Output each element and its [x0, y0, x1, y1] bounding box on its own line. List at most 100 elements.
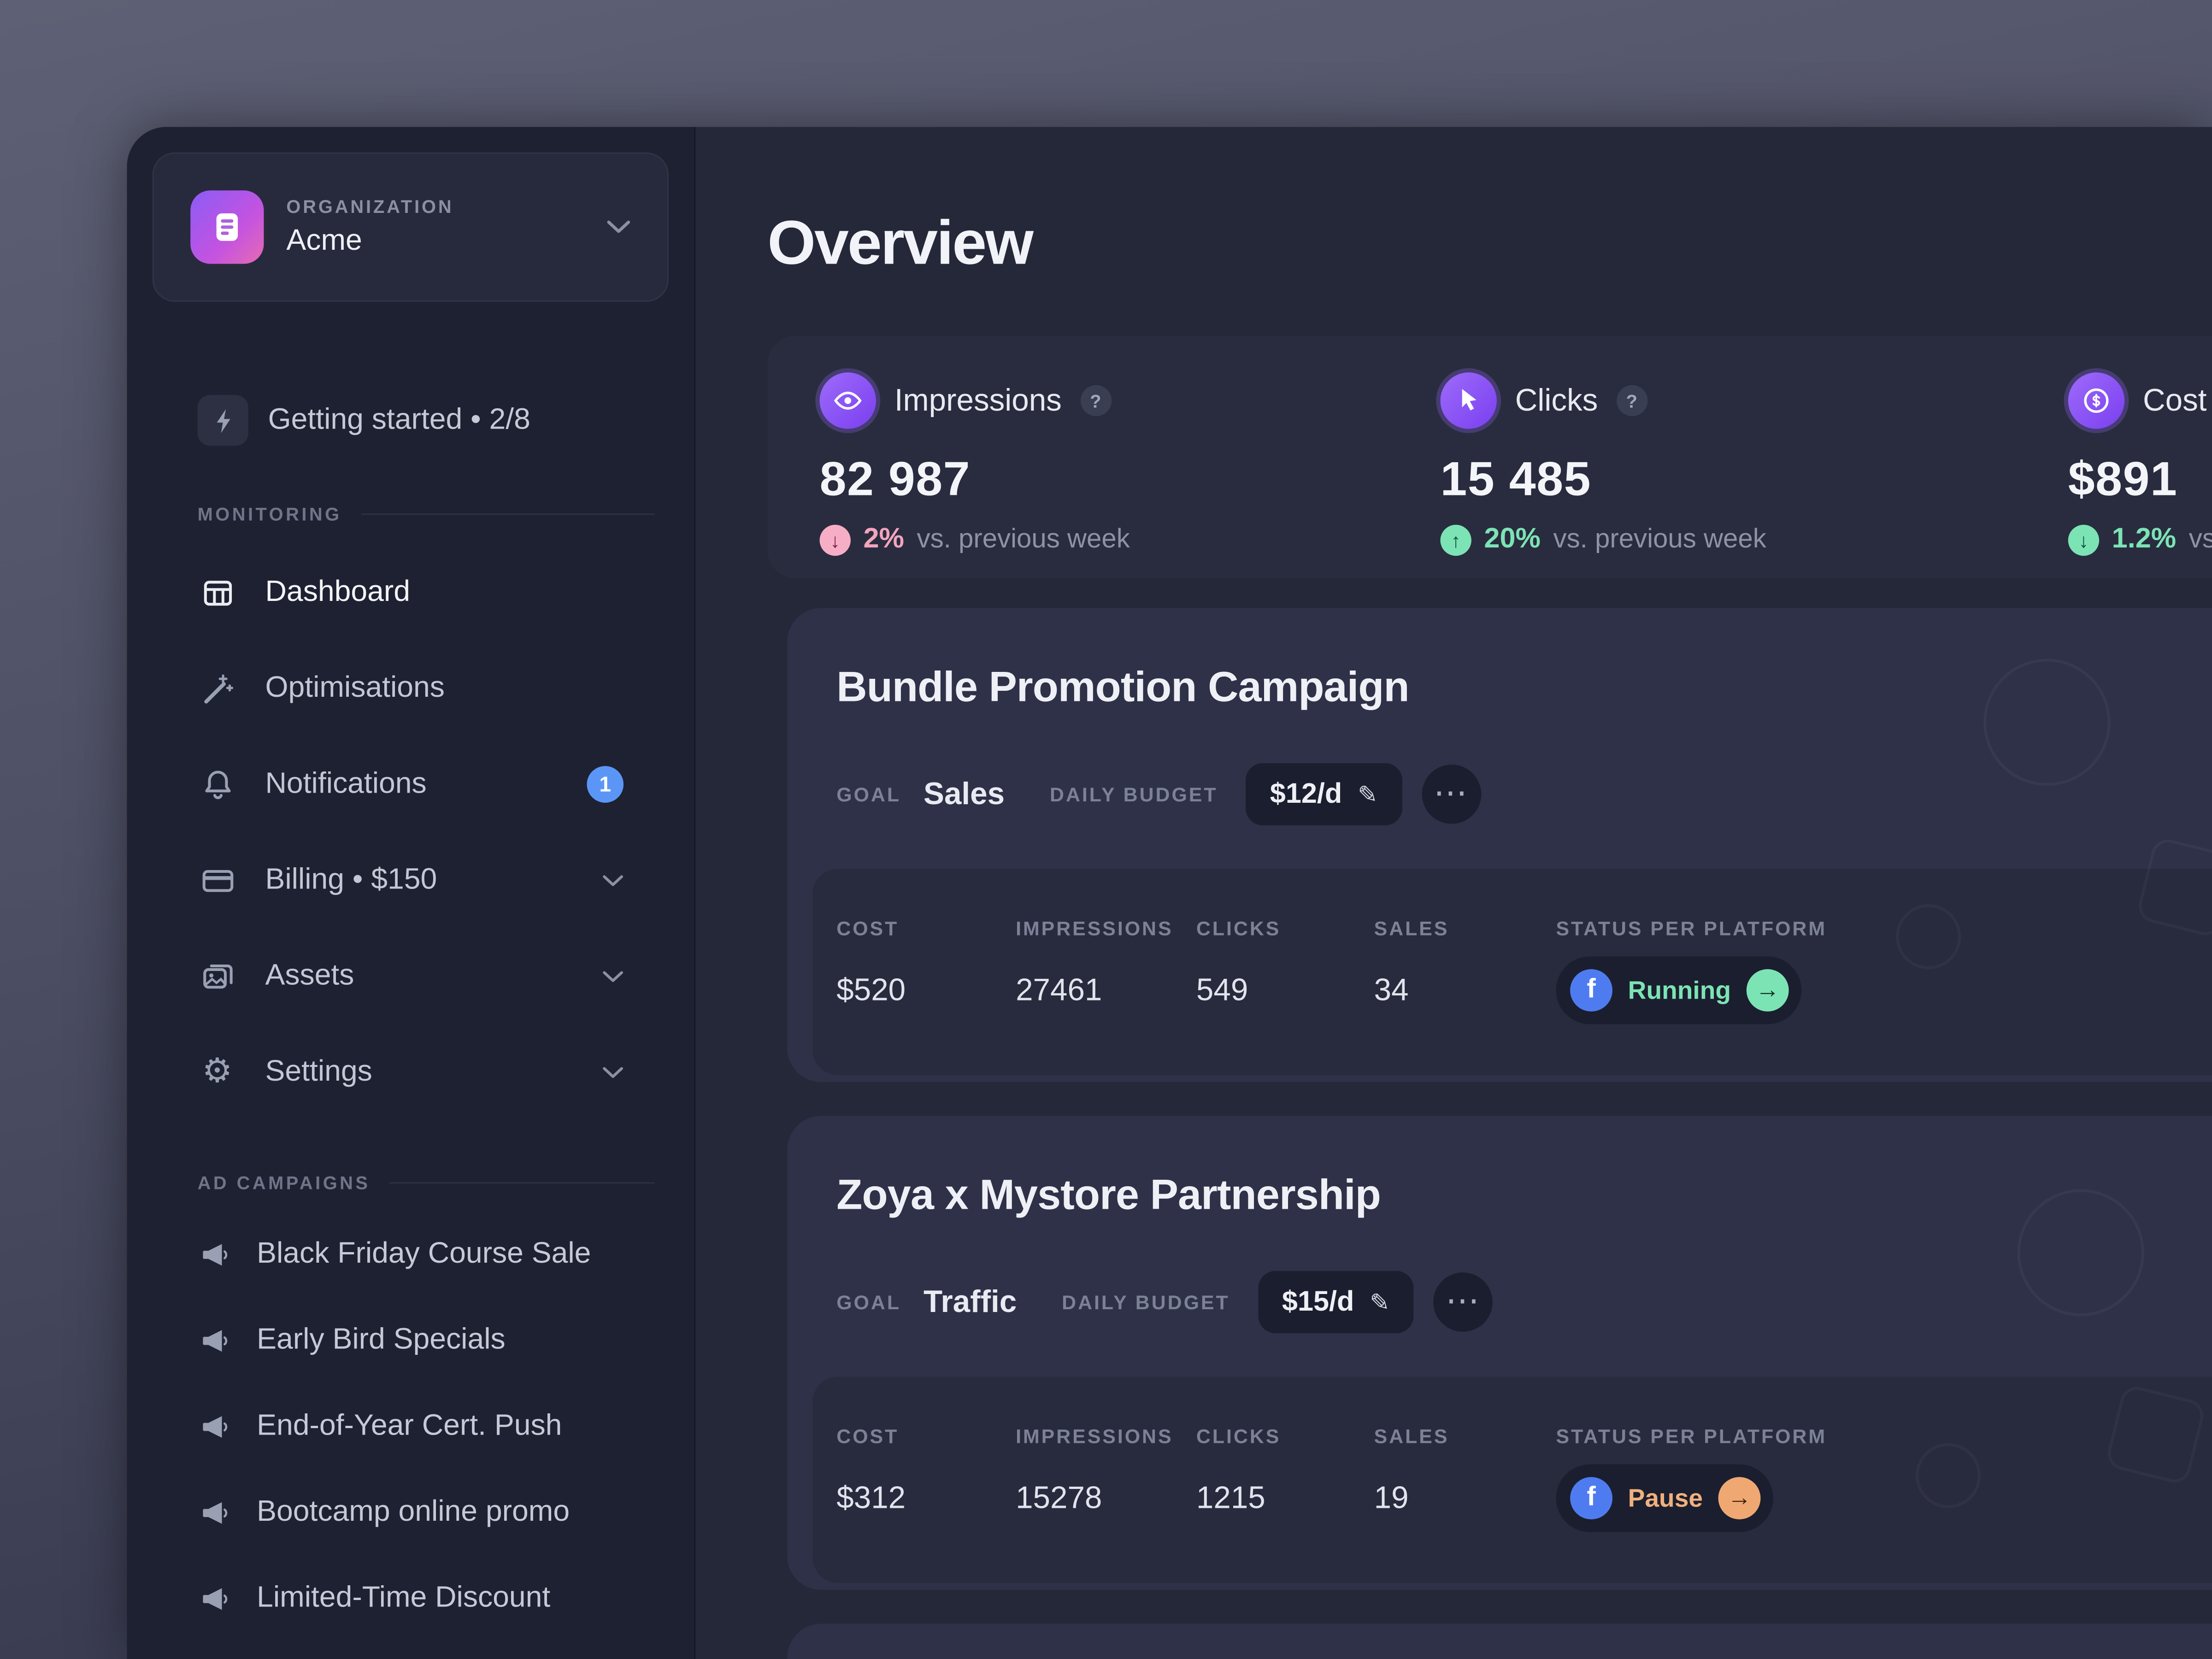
sidebar-item-getting-started[interactable]: Getting started • 2/8 — [127, 389, 694, 452]
arrow-down-circle-icon: ↓ — [819, 524, 851, 555]
sidebar-campaign-early-bird[interactable]: Early Bird Specials — [127, 1312, 694, 1368]
organization-logo — [190, 190, 264, 264]
clicks-value: 549 — [1196, 972, 1248, 1007]
credit-card-icon — [198, 863, 237, 898]
sidebar-item-dashboard[interactable]: Dashboard — [127, 559, 694, 626]
goal-value: Traffic — [924, 1283, 1017, 1319]
stat-impressions: Impressions ? 82 987 ↓ 2% vs. previous w… — [819, 372, 1130, 556]
sidebar-item-label: Dashboard — [265, 575, 411, 608]
campaign-card-zoya-mystore: Zoya x Mystore Partnership GOAL Traffic … — [787, 1116, 2212, 1590]
organization-switcher[interactable]: ORGANIZATION Acme — [152, 152, 669, 302]
clicks-label: CLICKS — [1196, 1424, 1281, 1447]
chevron-down-icon — [602, 970, 624, 983]
chevron-down-icon — [606, 220, 630, 235]
organization-text: ORGANIZATION Acme — [286, 196, 606, 259]
arrow-right-icon: → — [1718, 1477, 1761, 1519]
more-options-button[interactable]: ⋯ — [1433, 1272, 1493, 1332]
chevron-down-icon — [602, 1066, 624, 1079]
help-icon[interactable]: ? — [1080, 385, 1112, 417]
daily-budget-label: DAILY BUDGET — [1062, 1291, 1230, 1313]
page-title: Overview — [767, 209, 1034, 278]
sidebar-item-billing[interactable]: Billing • $150 — [127, 847, 694, 914]
sidebar-campaign-limited-time[interactable]: Limited-Time Discount — [127, 1570, 694, 1626]
campaign-label: Limited-Time Discount — [257, 1581, 551, 1614]
campaign-label: Bootcamp online promo — [257, 1495, 570, 1528]
sidebar-campaign-black-friday[interactable]: Black Friday Course Sale — [127, 1226, 694, 1282]
platform-status-button[interactable]: f Pause → — [1556, 1464, 1774, 1532]
ellipsis-icon: ⋯ — [1433, 774, 1469, 813]
stat-label: Clicks — [1515, 382, 1598, 418]
sidebar-item-label: Optimisations — [265, 671, 445, 704]
stat-delta: ↑ 20% vs. previous week — [1440, 523, 1766, 556]
more-options-button[interactable]: ⋯ — [1421, 765, 1481, 824]
ad-campaigns-section-header: AD CAMPAIGNS — [198, 1171, 655, 1194]
sales-label: SALES — [1374, 1424, 1449, 1447]
sales-value: 19 — [1374, 1480, 1409, 1515]
sidebar-item-label: Settings — [265, 1055, 372, 1088]
document-glyph-icon — [216, 213, 238, 241]
stat-value: 15 485 — [1440, 453, 1592, 506]
campaign-label: Black Friday Course Sale — [257, 1237, 591, 1270]
megaphone-icon — [194, 1582, 234, 1614]
app-window: ORGANIZATION Acme Getting started • 2/8 … — [127, 127, 2212, 1659]
stat-cost: Cost ? $891 ↓ 1.2% vs — [2068, 372, 2212, 556]
main-content: Overview Impressions ? 82 987 ↓ 2% — [695, 127, 2212, 1659]
impressions-value: 15278 — [1016, 1480, 1102, 1515]
stat-delta: ↓ 1.2% vs — [2068, 524, 2212, 556]
delta-suffix: vs. previous week — [1553, 524, 1766, 554]
delta-suffix: vs — [2188, 524, 2212, 554]
sidebar-campaign-bootcamp[interactable]: Bootcamp online promo — [127, 1484, 694, 1540]
status-value: Running — [1628, 975, 1731, 1004]
daily-budget-button[interactable]: $15/d ✎ — [1258, 1271, 1414, 1333]
gear-icon: ⚙ — [202, 1052, 233, 1091]
cost-value: $520 — [836, 972, 906, 1007]
status-value: Pause — [1628, 1483, 1703, 1512]
daily-budget-button[interactable]: $12/d ✎ — [1246, 763, 1402, 825]
campaign-stats-panel: COST $520 IMPRESSIONS 27461 CLICKS 549 S… — [812, 869, 2212, 1075]
megaphone-icon — [194, 1496, 234, 1528]
goal-label: GOAL — [836, 782, 901, 806]
budget-value: $15/d — [1282, 1286, 1354, 1317]
eye-icon — [819, 372, 877, 429]
clicks-label: CLICKS — [1196, 917, 1281, 940]
stat-label: Impressions — [894, 382, 1062, 418]
sidebar-item-optimisations[interactable]: Optimisations — [127, 654, 694, 722]
delta-value: 1.2% — [2112, 523, 2177, 555]
ad-campaigns-nav: Black Friday Course Sale Early Bird Spec… — [127, 1226, 694, 1626]
campaign-card-bundle-promotion: Bundle Promotion Campaign GOAL Sales DAI… — [787, 608, 2212, 1082]
sidebar-campaign-end-of-year[interactable]: End-of-Year Cert. Push — [127, 1398, 694, 1454]
dashboard-icon — [198, 575, 237, 610]
campaign-label: End-of-Year Cert. Push — [257, 1409, 562, 1442]
magic-wand-icon — [198, 671, 237, 706]
cost-label: COST — [836, 917, 899, 940]
campaign-meta-row: GOAL Traffic DAILY BUDGET $15/d ✎ ⋯ — [836, 1271, 2212, 1333]
section-divider — [361, 512, 655, 514]
monitoring-section-header: MONITORING — [198, 502, 655, 525]
section-divider — [390, 1181, 655, 1183]
lightning-icon — [197, 395, 248, 446]
ellipsis-icon: ⋯ — [1445, 1282, 1481, 1321]
sidebar-item-settings[interactable]: ⚙ Settings — [127, 1038, 694, 1106]
campaign-title: Bundle Promotion Campaign — [836, 664, 1409, 711]
sidebar-item-notifications[interactable]: Notifications 1 — [127, 751, 694, 818]
campaign-label: Early Bird Specials — [257, 1323, 506, 1356]
megaphone-icon — [194, 1410, 234, 1442]
delta-value: 20% — [1484, 523, 1541, 555]
platform-status-button[interactable]: f Running → — [1556, 956, 1802, 1024]
pencil-icon: ✎ — [1358, 781, 1378, 808]
stat-clicks: Clicks ? 15 485 ↑ 20% vs. previous week — [1440, 372, 1766, 556]
megaphone-icon — [194, 1238, 234, 1270]
stat-label: Cost — [2143, 382, 2207, 418]
help-icon[interactable]: ? — [1616, 385, 1647, 417]
clicks-value: 1215 — [1196, 1480, 1265, 1515]
sales-label: SALES — [1374, 917, 1449, 940]
goal-label: GOAL — [836, 1291, 901, 1313]
arrow-up-circle-icon: ↑ — [1440, 524, 1471, 555]
campaign-meta-row: GOAL Sales DAILY BUDGET $12/d ✎ ⋯ — [836, 763, 2212, 825]
cost-label: COST — [836, 1424, 899, 1447]
sidebar-item-assets[interactable]: Assets — [127, 942, 694, 1010]
pencil-icon: ✎ — [1370, 1288, 1390, 1316]
coin-icon — [2068, 372, 2125, 429]
facebook-icon: f — [1570, 1477, 1612, 1519]
